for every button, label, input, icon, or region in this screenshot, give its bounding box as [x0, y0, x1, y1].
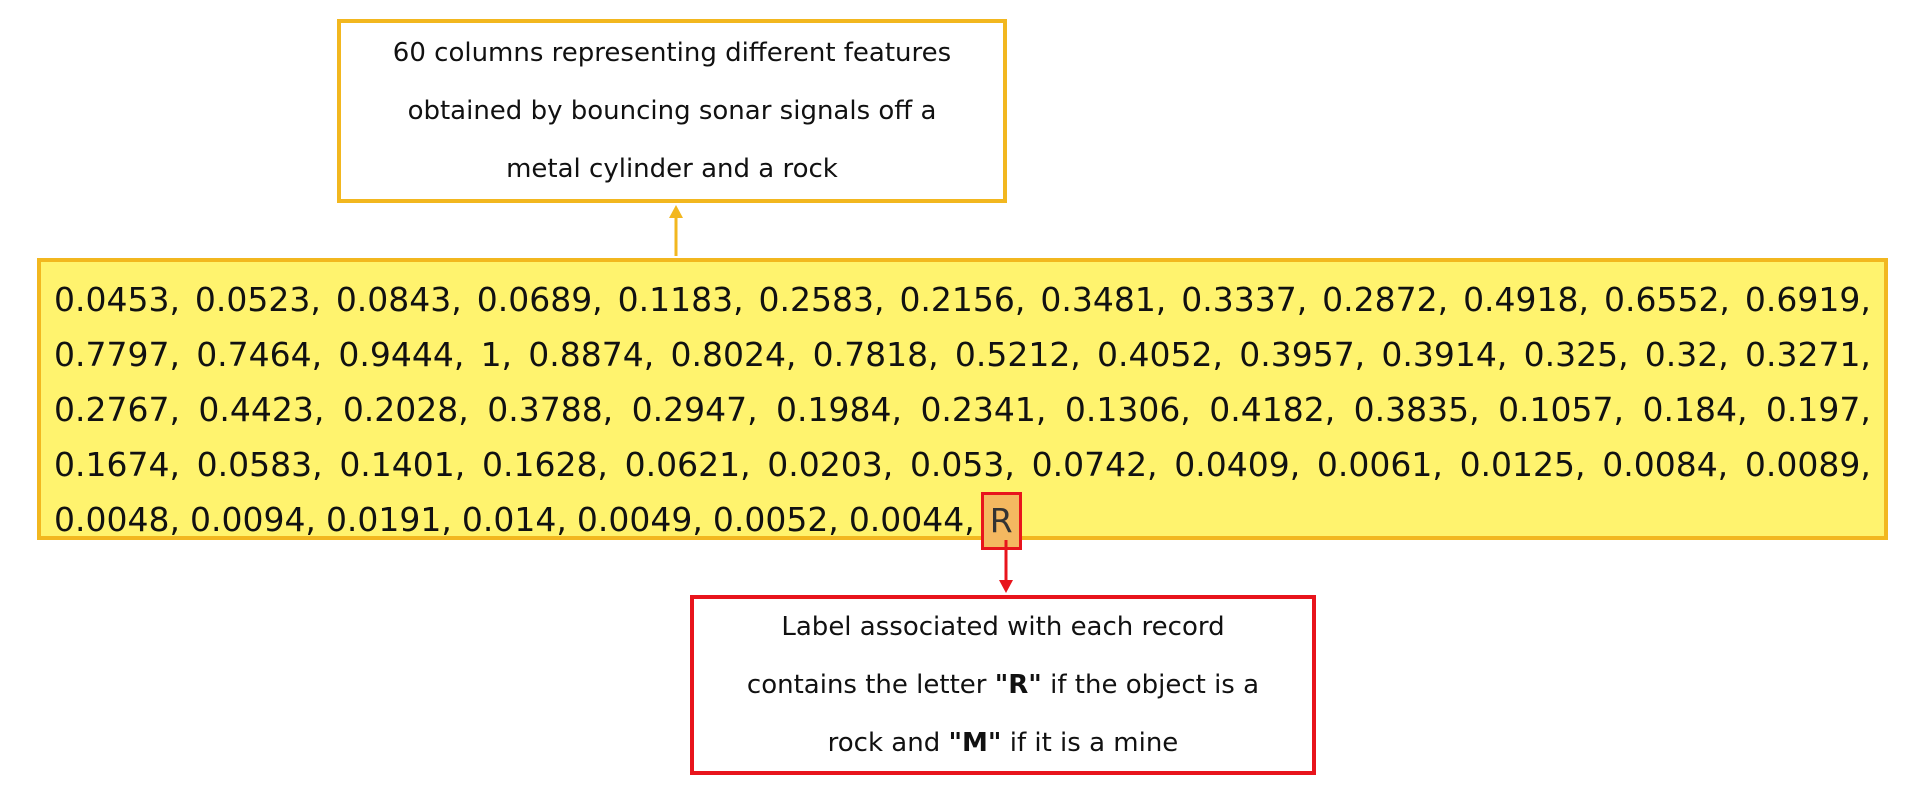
feature-value: 0.0125, [1459, 445, 1586, 484]
feature-value: 0.1401, [339, 445, 466, 484]
feature-value: 0.3337, [1181, 280, 1308, 319]
feature-value: 0.0621, [624, 445, 751, 484]
feature-value: 0.3271, [1744, 335, 1871, 374]
label-r-text: "R" [994, 670, 1042, 700]
record-row: 0.1674, 0.0583, 0.1401, 0.1628, 0.0621, 0.020… [54, 437, 1871, 492]
features-callout-line: 60 columns representing different featur… [392, 38, 952, 68]
feature-value: 0.0409, [1174, 445, 1301, 484]
feature-value: 0.184, [1642, 390, 1748, 429]
feature-value: 0.0453, [54, 280, 180, 319]
label-callout-text: if the object is a [1041, 670, 1260, 700]
feature-value: 0.0052, [712, 500, 839, 539]
feature-value: 0.1183, [617, 280, 744, 319]
feature-value: 0.6919, [1744, 280, 1871, 319]
feature-value: 0.1057, [1498, 390, 1625, 429]
feature-value: 0.014, [461, 500, 567, 539]
feature-value: 0.8874, [528, 335, 655, 374]
feature-value: 0.2767, [54, 390, 180, 429]
label-callout-text: if it is a mine [1001, 728, 1179, 758]
feature-value: 0.3957, [1239, 335, 1366, 374]
feature-value: 0.0089, [1744, 445, 1871, 484]
feature-value: 0.1628, [481, 445, 608, 484]
feature-value: 0.3788, [487, 390, 614, 429]
label-callout-text: rock and [827, 728, 949, 758]
record-row: 0.0453, 0.0523, 0.0843, 0.0689, 0.1183, 0.258… [54, 272, 1871, 327]
feature-value: 0.4423, [198, 390, 325, 429]
record-row: 0.7797, 0.7464, 0.9444, 1, 0.8874, 0.8024, 0.7… [54, 327, 1871, 382]
feature-value: 0.0583, [196, 445, 323, 484]
feature-value: 1, [480, 335, 513, 374]
feature-value: 0.325, [1523, 335, 1629, 374]
feature-value: 0.9444, [338, 335, 465, 374]
feature-value: 0.2156, [899, 280, 1026, 319]
label-callout: Label associated with each record contai… [690, 595, 1316, 775]
feature-value: 0.1306, [1064, 390, 1191, 429]
record-label: R [980, 492, 1022, 550]
label-m-text: "M" [948, 728, 1002, 758]
feature-value: 0.0049, [576, 500, 703, 539]
label-arrow [999, 540, 1013, 593]
feature-value: 0.197, [1765, 390, 1871, 429]
features-callout-line: obtained by bouncing sonar signals off a [407, 96, 937, 126]
feature-value: 0.053, [909, 445, 1015, 484]
features-arrow [669, 205, 683, 256]
feature-value: 0.0843, [335, 280, 462, 319]
feature-value: 0.0689, [476, 280, 603, 319]
record-row: 0.0048, 0.0094, 0.0191, 0.014, 0.0049, 0.0052… [54, 492, 1871, 550]
feature-value: 0.8024, [670, 335, 797, 374]
label-callout-line: rock and "M" if it is a mine [747, 714, 1259, 772]
record-row: 0.2767, 0.4423, 0.2028, 0.3788, 0.2947, 0.198… [54, 382, 1871, 437]
feature-value: 0.4052, [1097, 335, 1223, 374]
feature-value: 0.4918, [1463, 280, 1590, 319]
feature-value: 0.0044, [848, 500, 975, 539]
feature-value: 0.0094, [189, 500, 316, 539]
feature-value: 0.4182, [1209, 390, 1336, 429]
feature-value: 0.0048, [54, 500, 180, 539]
features-callout-line: metal cylinder and a rock [506, 154, 838, 184]
feature-value: 0.0061, [1316, 445, 1443, 484]
feature-value: 0.0523, [194, 280, 321, 319]
feature-value: 0.3835, [1353, 390, 1480, 429]
feature-value: 0.0742, [1031, 445, 1158, 484]
feature-value: 0.7464, [196, 335, 323, 374]
feature-value: 0.7818, [812, 335, 939, 374]
features-callout: 60 columns representing different featur… [337, 19, 1007, 203]
label-callout-line: contains the letter "R" if the object is… [747, 656, 1259, 714]
feature-value: 0.0203, [767, 445, 894, 484]
feature-value: 0.2028, [342, 390, 469, 429]
sonar-record-box: 0.0453, 0.0523, 0.0843, 0.0689, 0.1183, 0.258… [37, 258, 1888, 550]
feature-value: 0.7797, [54, 335, 180, 374]
feature-value: 0.3481, [1040, 280, 1167, 319]
feature-value: 0.0084, [1602, 445, 1729, 484]
feature-value: 0.3914, [1381, 335, 1508, 374]
label-callout-line: Label associated with each record [781, 612, 1225, 642]
feature-value: 0.32, [1644, 335, 1729, 374]
feature-value: 0.2583, [758, 280, 885, 319]
feature-value: 0.2872, [1322, 280, 1449, 319]
feature-value: 0.2341, [920, 390, 1047, 429]
feature-value: 0.1674, [54, 445, 180, 484]
feature-value: 0.6552, [1603, 280, 1730, 319]
feature-value: 0.1984, [776, 390, 902, 429]
feature-value: 0.0191, [325, 500, 452, 539]
label-callout-text: contains the letter [746, 670, 995, 700]
feature-value: 0.5212, [954, 335, 1081, 374]
feature-value: 0.2947, [631, 390, 758, 429]
